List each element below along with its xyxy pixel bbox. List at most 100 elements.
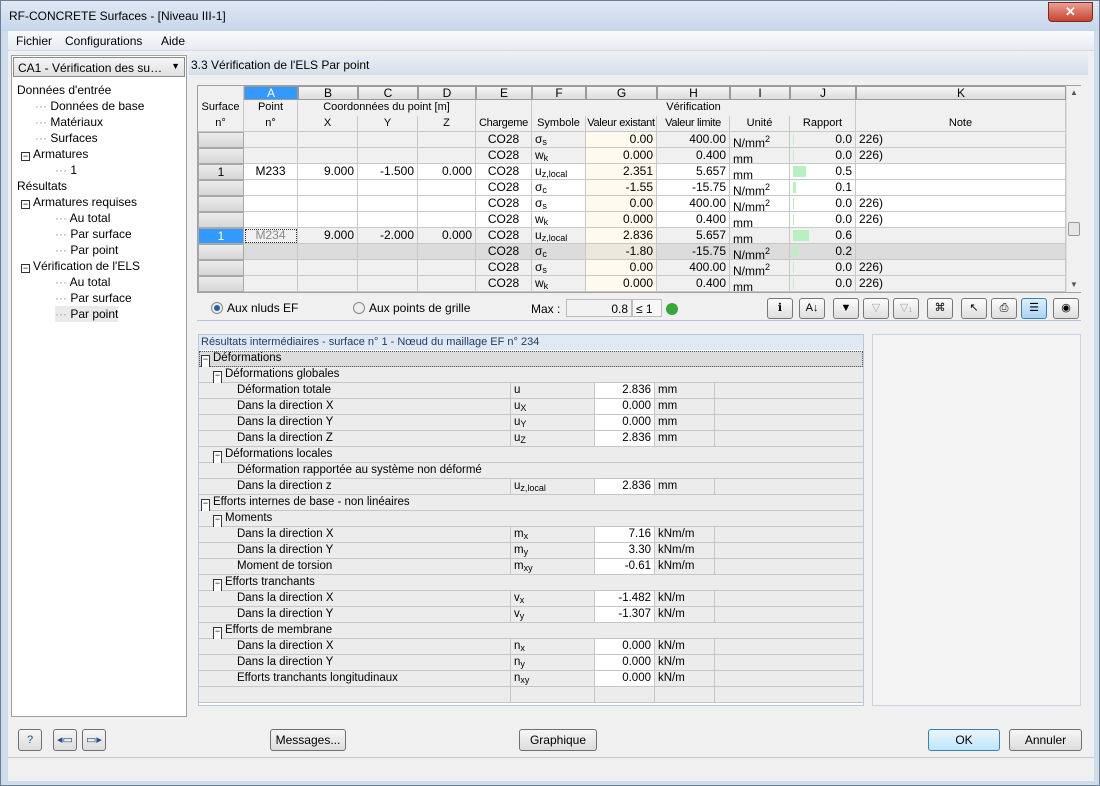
cell-y[interactable]	[358, 276, 418, 292]
cell-point[interactable]	[244, 276, 298, 292]
group-row[interactable]: − Moments	[199, 511, 863, 530]
cell-ratio[interactable]: 0.0	[790, 260, 856, 276]
tree-item[interactable]: − Vérification de l'ELS	[21, 258, 140, 274]
tree-item[interactable]: ··· 1	[55, 162, 77, 178]
cell-limit[interactable]: 0.400	[657, 148, 730, 164]
tree-item[interactable]: Données d'entrée	[17, 82, 111, 98]
row-header-surface[interactable]	[198, 212, 244, 228]
tree-item[interactable]: Résultats	[17, 178, 67, 194]
scroll-thumb[interactable]	[1068, 222, 1080, 236]
menu-aide[interactable]: Aide	[161, 34, 186, 48]
cell-x[interactable]	[298, 148, 358, 164]
cell-point[interactable]	[244, 132, 298, 148]
cell-x[interactable]	[298, 180, 358, 196]
info-button[interactable]: ℹ	[767, 298, 793, 319]
tree-item[interactable]: ··· Par point	[55, 242, 118, 258]
cell-point[interactable]	[244, 180, 298, 196]
cell-symbol[interactable]: σc	[532, 244, 586, 260]
cell-z[interactable]: 0.000	[418, 164, 476, 180]
row-header-surface[interactable]	[198, 260, 244, 276]
cell-limit[interactable]: 5.657	[657, 164, 730, 180]
cell-z[interactable]	[418, 260, 476, 276]
cell-note[interactable]: 226)	[856, 260, 1066, 276]
binoculars-button[interactable]: ⌘	[927, 298, 953, 319]
cell-unit[interactable]: mm	[730, 148, 790, 164]
cell-symbol[interactable]: σc	[532, 180, 586, 196]
cell-existing[interactable]: 0.000	[586, 276, 657, 292]
cell-y[interactable]	[358, 260, 418, 276]
close-button[interactable]: ✕	[1048, 2, 1093, 22]
column-letter[interactable]: E	[476, 86, 532, 100]
cell-x[interactable]	[298, 260, 358, 276]
cell-z[interactable]	[418, 148, 476, 164]
filter-button[interactable]: ▼	[833, 298, 859, 319]
cell-point[interactable]: M234	[244, 228, 298, 244]
cell-y[interactable]	[358, 132, 418, 148]
cell-existing[interactable]: 0.000	[586, 212, 657, 228]
row-header-surface[interactable]	[198, 180, 244, 196]
eye-button[interactable]: ◉	[1053, 298, 1079, 319]
cell-limit[interactable]: -15.75	[657, 180, 730, 196]
tree-item[interactable]: ··· Surfaces	[35, 130, 98, 146]
cell-limit[interactable]: 5.657	[657, 228, 730, 244]
tree-item[interactable]: ··· Par surface	[55, 290, 132, 306]
row-header-surface[interactable]	[198, 276, 244, 292]
cell-symbol[interactable]: wk	[532, 148, 586, 164]
cell-existing[interactable]: -1.80	[586, 244, 657, 260]
messages-button[interactable]: Messages...	[270, 729, 346, 751]
cell-load[interactable]: CO28	[476, 228, 532, 244]
cell-z[interactable]	[418, 196, 476, 212]
column-letter[interactable]: A	[244, 86, 298, 100]
sort-button[interactable]: A↓	[799, 298, 825, 319]
previous-button[interactable]: ◂▭	[53, 729, 77, 751]
cell-note[interactable]: 226)	[856, 196, 1066, 212]
group-row[interactable]: − Déformations globales	[199, 367, 863, 386]
column-letter[interactable]: I	[730, 86, 790, 100]
cell-load[interactable]: CO28	[476, 180, 532, 196]
cell-limit[interactable]: 400.00	[657, 196, 730, 212]
cell-y[interactable]: -2.000	[358, 228, 418, 244]
tree-item[interactable]: ··· Par point	[55, 306, 119, 322]
cell-ratio[interactable]: 0.0	[790, 132, 856, 148]
cell-note[interactable]: 226)	[856, 212, 1066, 228]
cell-limit[interactable]: 0.400	[657, 212, 730, 228]
cell-z[interactable]	[418, 212, 476, 228]
cell-note[interactable]: 226)	[856, 148, 1066, 164]
cell-symbol[interactable]: uz,local	[532, 228, 586, 244]
cell-y[interactable]	[358, 196, 418, 212]
collapse-icon[interactable]: −	[21, 263, 30, 273]
tree-item[interactable]: − Armatures	[21, 146, 88, 162]
cell-symbol[interactable]: σs	[532, 260, 586, 276]
cell-x[interactable]	[298, 132, 358, 148]
cell-unit[interactable]: mm	[730, 212, 790, 228]
cell-x[interactable]	[298, 244, 358, 260]
collapse-icon[interactable]: −	[21, 199, 30, 209]
cell-limit[interactable]: 400.00	[657, 132, 730, 148]
column-letter[interactable]: G	[586, 86, 657, 100]
cell-load[interactable]: CO28	[476, 148, 532, 164]
cell-ratio[interactable]: 0.6	[790, 228, 856, 244]
cell-x[interactable]: 9.000	[298, 228, 358, 244]
column-letter[interactable]: B	[298, 86, 358, 100]
next-button[interactable]: ▭▸	[82, 729, 106, 751]
group-row[interactable]: − Déformations locales	[199, 447, 863, 466]
group-row[interactable]: − Efforts de membrane	[199, 623, 863, 642]
cell-load[interactable]: CO28	[476, 164, 532, 180]
cell-note[interactable]: 226)	[856, 132, 1066, 148]
cell-note[interactable]	[856, 180, 1066, 196]
column-letter[interactable]: D	[418, 86, 476, 100]
cell-point[interactable]	[244, 244, 298, 260]
cell-symbol[interactable]: uz,local	[532, 164, 586, 180]
menu-fichier[interactable]: Fichier	[16, 34, 53, 48]
help-button[interactable]: ?	[18, 729, 42, 751]
cell-note[interactable]	[856, 244, 1066, 260]
cell-load[interactable]: CO28	[476, 196, 532, 212]
group-row[interactable]: − Efforts tranchants	[199, 575, 863, 594]
row-header-surface[interactable]	[198, 196, 244, 212]
tree-item[interactable]: ··· Par surface	[55, 226, 132, 242]
row-header-surface[interactable]	[198, 132, 244, 148]
cell-existing[interactable]: -1.55	[586, 180, 657, 196]
cell-ratio[interactable]: 0.5	[790, 164, 856, 180]
cell-unit[interactable]: mm	[730, 228, 790, 244]
column-letter[interactable]: C	[358, 86, 418, 100]
